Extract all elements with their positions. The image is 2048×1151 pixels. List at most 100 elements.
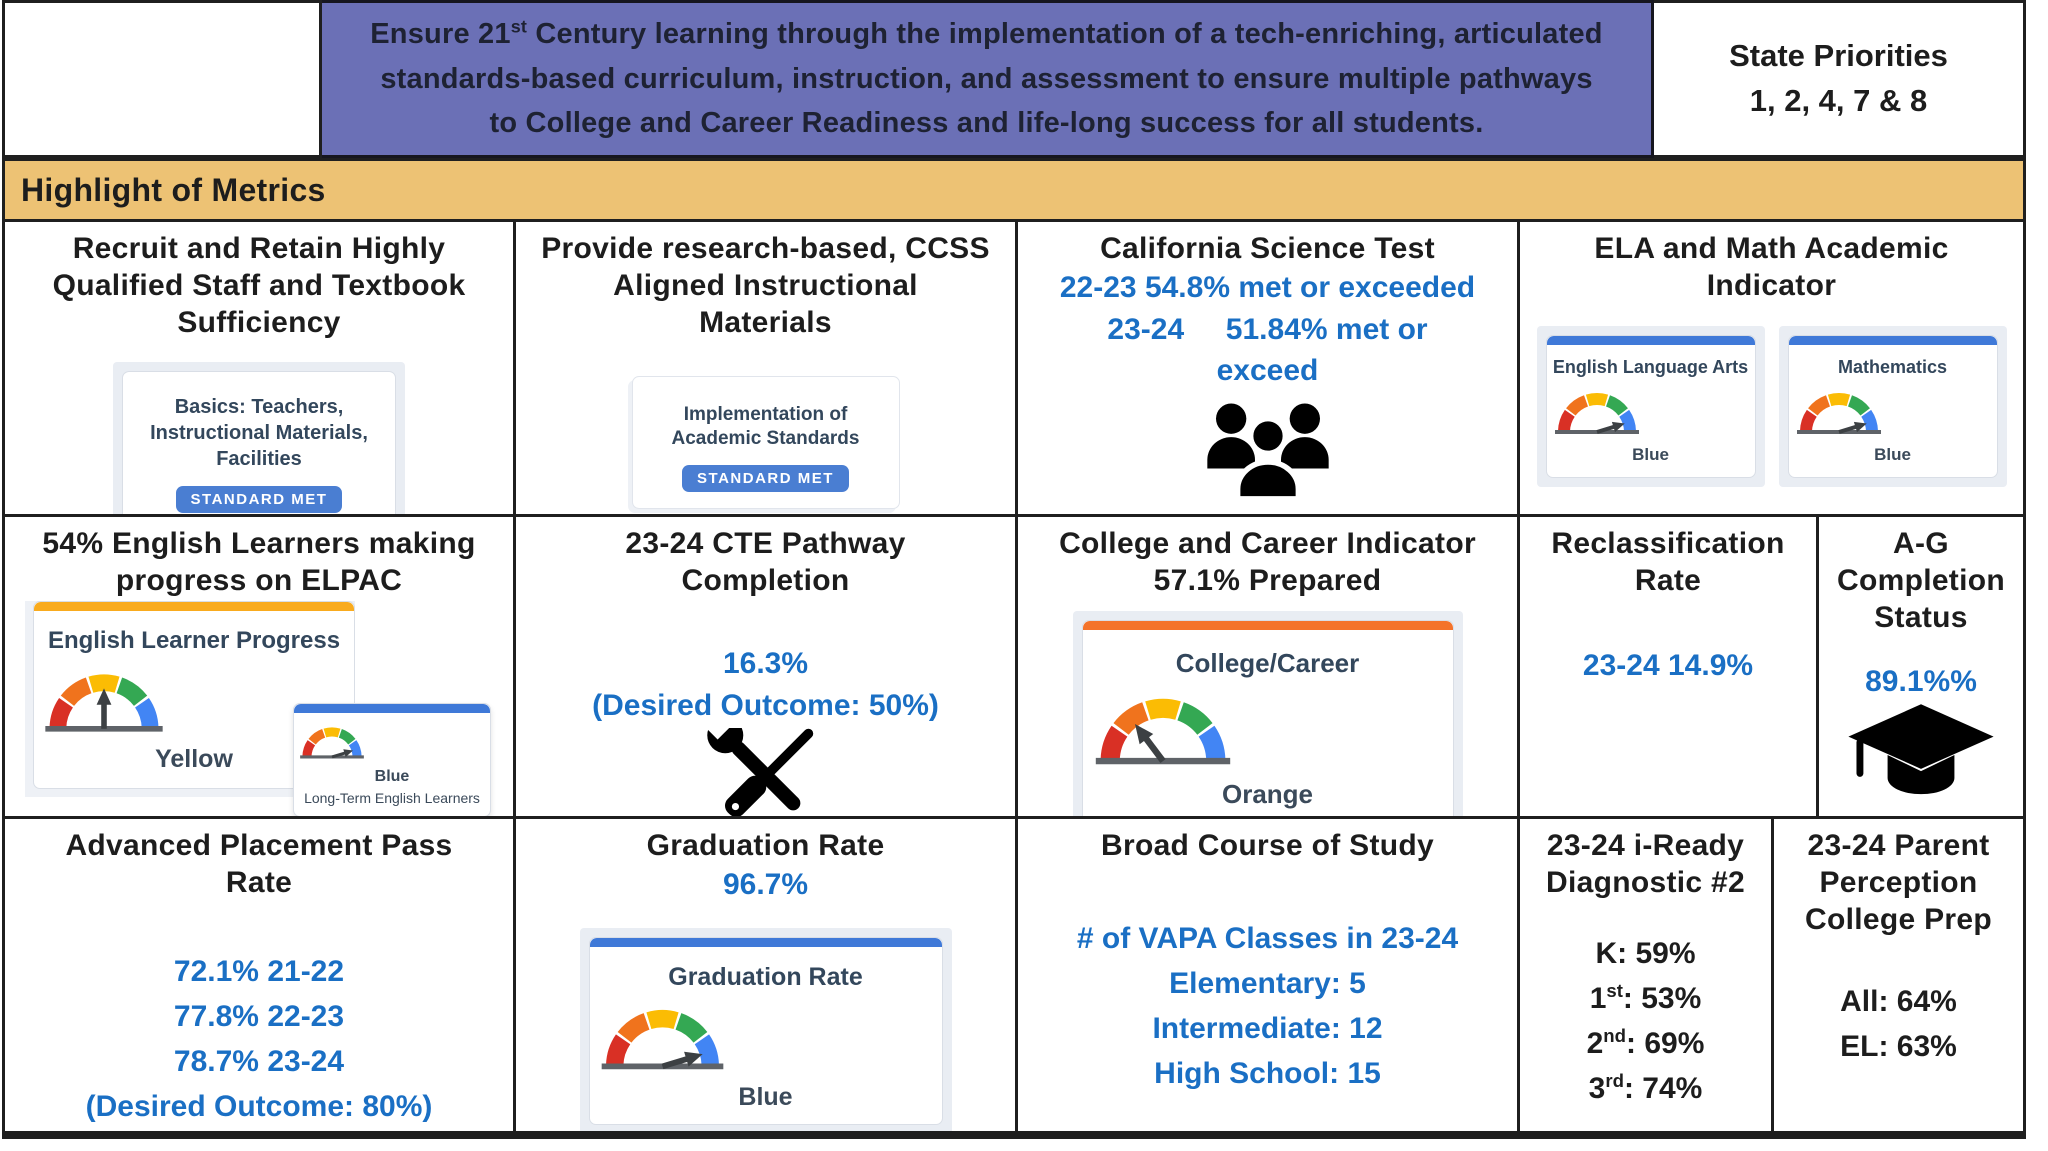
state-priorities-cell: State Priorities 1, 2, 4, 7 & 8 (1654, 0, 2026, 158)
cell-title: College and Career Indicator 57.1% Prepa… (1059, 527, 1476, 598)
cell-cte-pathway: 23-24 CTE Pathway Completion 16.3% (Desi… (516, 517, 1018, 816)
academic-standards-card-title: Implementation of Academic Standards (671, 403, 860, 450)
cell-title: Provide research-based, CCSS Aligned Ins… (541, 232, 990, 340)
graduation-cap-icon (1848, 704, 1994, 795)
section-header-band: Highlight of Metrics (2, 158, 2026, 222)
cci-card-title: College/Career (1175, 648, 1360, 679)
goal-mission-text: Ensure 21st Century learning through the… (370, 15, 1603, 140)
state-priorities-title: State Priorities (1729, 38, 1948, 74)
goal-banner: Ensure 21st Century learning through the… (322, 0, 1654, 158)
cell-title: Reclassification Rate (1551, 527, 1785, 598)
elp-card-title: English Learner Progress (47, 627, 341, 654)
crossed-tools-icon (703, 714, 813, 816)
ap-line-2: 77.8% 22-23 (173, 1000, 345, 1034)
metrics-table: Ensure 21st Century learning through the… (2, 0, 2026, 1139)
college-career-gauge-card: College/Career Orange (1081, 620, 1454, 816)
math-gauge (1789, 382, 1997, 445)
reclassification-value: 23-24 14.9% (1582, 649, 1754, 683)
cell-title: ELA and Math Academic Indicator (1594, 232, 1949, 303)
cell-graduation-rate: Graduation Rate 96.7% Graduation Rate Bl… (516, 819, 1018, 1131)
metrics-row-3: Advanced Placement Pass Rate 72.1% 21-22… (5, 819, 2023, 1131)
card-top-bar (294, 704, 490, 713)
ela-card-title: English Language Arts (1552, 357, 1749, 378)
bottom-border (2, 1131, 2026, 1139)
cci-gauge-label: Orange (1221, 779, 1314, 810)
cell-elpac-progress: 54% English Learners making progress on … (5, 517, 516, 816)
cell-title: California Science Test (1100, 232, 1435, 265)
cell-title: Advanced Placement Pass Rate (65, 829, 453, 900)
elp-gauge-label: Yellow (155, 745, 233, 773)
parent-line-el: EL: 63% (1840, 1029, 1957, 1063)
parent-line-all: All: 64% (1840, 984, 1957, 1018)
cell-title: Broad Course of Study (1101, 829, 1434, 862)
people-group-icon (1206, 403, 1329, 502)
metrics-grid: Recruit and Retain Highly Qualified Staf… (2, 222, 2026, 1131)
math-card-frame: Mathematics Blue (1778, 326, 2007, 488)
cell-title: Graduation Rate (646, 829, 885, 862)
ap-line-1: 72.1% 21-22 (173, 955, 345, 989)
vapa-line-1: # of VAPA Classes in 23-24 (1076, 922, 1459, 956)
ela-card-frame: English Language Arts Blue (1536, 326, 1765, 488)
long-term-el-subtitle: Long-Term English Learners (304, 790, 480, 806)
cell-iready-diagnostic: 23-24 i-Ready Diagnostic #2 K: 59% 1st: … (1520, 819, 1774, 1131)
graduation-card-frame: Graduation Rate Blue (579, 927, 952, 1131)
science-result-line-2: 23-24 51.84% met or (1107, 312, 1428, 346)
math-card-title: Mathematics (1837, 357, 1948, 378)
cell-ag-completion: A-G Completion Status 89.1%% (1819, 517, 2023, 816)
standard-met-badge: STANDARD MET (682, 464, 849, 492)
cell-parent-perception: 23-24 Parent Perception College Prep All… (1774, 819, 2023, 1131)
header-row: Ensure 21st Century learning through the… (2, 0, 2026, 158)
mission-ordinal: st (510, 15, 528, 36)
standard-met-badge: STANDARD MET (175, 485, 343, 513)
math-gauge-label: Blue (1874, 445, 1911, 465)
vapa-line-3: Intermediate: 12 (1152, 1012, 1383, 1046)
card-top-bar (34, 602, 354, 611)
cell-title: Recruit and Retain Highly Qualified Staf… (52, 232, 466, 340)
cell-college-career-indicator: College and Career Indicator 57.1% Prepa… (1018, 517, 1520, 816)
math-gauge-card: Mathematics Blue (1787, 335, 1998, 479)
science-result-line-3: exceed (1216, 353, 1319, 387)
graduation-gauge-card: Graduation Rate Blue (588, 936, 943, 1125)
graduation-gauge (590, 994, 942, 1083)
cell-staff-textbook: Recruit and Retain Highly Qualified Staf… (5, 222, 516, 514)
ela-gauge (1547, 382, 1755, 445)
iready-row-k: K: 59% (1595, 937, 1696, 971)
graduation-value: 96.7% (722, 868, 809, 902)
long-term-el-gauge-label: Blue (374, 768, 410, 785)
ap-line-3: 78.7% 23-24 (173, 1045, 345, 1079)
basics-card-frame: Basics: Teachers, Instructional Material… (113, 361, 405, 514)
cell-title: A-G Completion Status (1837, 527, 2005, 635)
cell-title: 54% English Learners making progress on … (42, 527, 476, 598)
cell-ap-pass-rate: Advanced Placement Pass Rate 72.1% 21-22… (5, 819, 516, 1131)
academic-standards-card: Implementation of Academic Standards STA… (631, 375, 900, 509)
cell-ela-math-indicator: ELA and Math Academic Indicator English … (1520, 222, 2023, 514)
state-priorities-numbers: 1, 2, 4, 7 & 8 (1749, 83, 1928, 118)
metrics-row-2: 54% English Learners making progress on … (5, 517, 2023, 819)
science-result-line-1: 22-23 54.8% met or exceeded (1059, 271, 1476, 305)
cell-title: 23-24 CTE Pathway Completion (625, 527, 906, 598)
card-top-bar (1082, 621, 1453, 631)
section-header-title: Highlight of Metrics (21, 171, 326, 208)
iready-row-1: 1st: 53% (1589, 980, 1702, 1016)
cell-instructional-materials: Provide research-based, CCSS Aligned Ins… (516, 222, 1018, 514)
ap-desired-outcome: (Desired Outcome: 80%) (85, 1090, 433, 1124)
cte-desired-outcome: (Desired Outcome: 50%) (592, 688, 939, 722)
cell-reclassification-rate: Reclassification Rate 23-24 14.9% (1520, 517, 1819, 816)
cell-title: 23-24 i-Ready Diagnostic #2 (1546, 829, 1745, 900)
ela-gauge-card: English Language Arts Blue (1545, 335, 1756, 479)
cte-value: 16.3% (722, 647, 809, 681)
graduation-card-title: Graduation Rate (668, 962, 863, 991)
metrics-row-1: Recruit and Retain Highly Qualified Staf… (5, 222, 2023, 517)
card-top-bar (1788, 336, 1997, 346)
card-top-bar (1546, 336, 1755, 346)
ag-value: 89.1%% (1865, 664, 1977, 698)
long-term-el-gauge (294, 719, 490, 768)
vapa-line-2: Elementary: 5 (1169, 967, 1366, 1001)
basics-card: Basics: Teachers, Instructional Material… (122, 370, 396, 514)
basics-card-title: Basics: Teachers, Instructional Material… (150, 395, 368, 470)
cell-broad-course-of-study: Broad Course of Study # of VAPA Classes … (1018, 819, 1520, 1131)
iready-row-3: 3rd: 74% (1588, 1070, 1703, 1106)
iready-row-2: 2nd: 69% (1586, 1025, 1705, 1061)
college-career-gauge (1083, 681, 1453, 779)
